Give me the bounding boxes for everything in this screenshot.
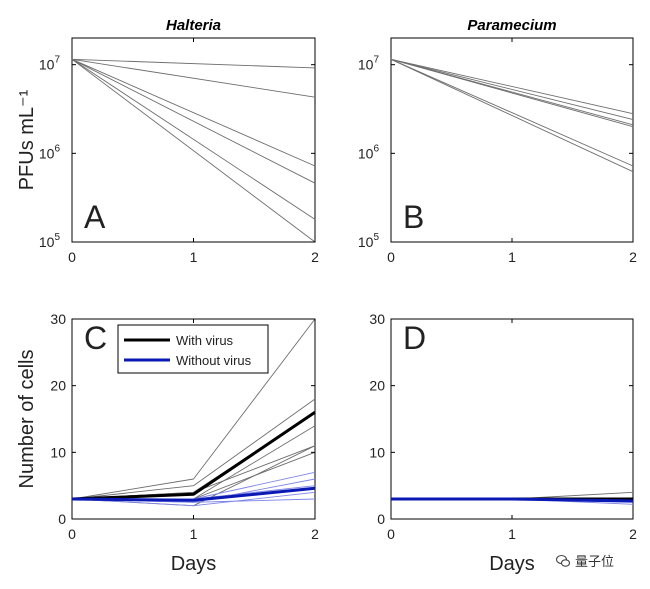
x-tick-label: 0 — [387, 526, 395, 542]
x-tick-label: 2 — [311, 526, 319, 542]
watermark-text: 量子位 — [575, 555, 615, 570]
y-axis-label: Number of cells — [16, 350, 38, 489]
series-line-pfu-3 — [71, 58, 316, 184]
panel-letter: A — [84, 199, 106, 235]
y-tick-exp: 7 — [373, 55, 379, 66]
x-axis-label: Days — [171, 553, 217, 575]
series-line-pfu-1 — [390, 58, 634, 121]
series-line-pfu-4 — [71, 58, 316, 220]
x-tick-label: 1 — [508, 249, 516, 265]
y-tick-base: 10 — [39, 145, 55, 161]
series-line-pfu-2 — [71, 58, 316, 167]
legend-label: With virus — [176, 333, 234, 348]
y-tick-label: 0 — [377, 511, 385, 527]
x-tick-label: 2 — [629, 249, 637, 265]
y-tick-exp: 7 — [54, 55, 60, 66]
y-tick-base: 10 — [39, 234, 55, 250]
y-tick-exp: 6 — [54, 143, 60, 154]
y-tick-label: 106 — [39, 143, 61, 161]
series-line-pfu-5 — [390, 58, 634, 173]
x-tick-label: 0 — [68, 249, 76, 265]
series-line-pfu-3 — [390, 58, 634, 128]
series-line-pfu-0 — [71, 58, 316, 69]
y-tick-label: 30 — [50, 311, 66, 327]
y-tick-label: 10 — [369, 444, 385, 460]
y-tick-label: 107 — [39, 55, 61, 73]
y-tick-label: 20 — [369, 378, 385, 394]
x-tick-label: 1 — [190, 249, 198, 265]
x-tick-label: 1 — [190, 526, 198, 542]
y-tick-base: 10 — [358, 145, 374, 161]
legend: With virus Without virus — [117, 324, 269, 374]
legend-label: Without virus — [176, 353, 252, 368]
panel-letter: B — [403, 199, 424, 235]
y-axis-label: PFUs mL⁻¹ — [16, 89, 38, 190]
y-tick-base: 10 — [358, 234, 374, 250]
x-tick-label: 0 — [387, 249, 395, 265]
legend-box — [117, 324, 269, 374]
y-tick-label: 106 — [358, 143, 380, 161]
y-tick-base: 10 — [39, 57, 55, 73]
axes-box — [71, 37, 316, 243]
series-line-pfu-5 — [71, 58, 316, 243]
wechat-icon — [556, 554, 570, 567]
series-line-with_virus-0 — [71, 318, 316, 500]
y-tick-label: 30 — [369, 311, 385, 327]
y-tick-label: 20 — [50, 378, 66, 394]
axes-box — [390, 318, 634, 520]
y-tick-label: 0 — [58, 511, 66, 527]
series-line-pfu-0 — [390, 58, 634, 115]
y-tick-label: 10 — [50, 444, 66, 460]
x-axis-label: Days — [489, 553, 535, 575]
panel-letter: D — [403, 320, 426, 356]
panel-letter: C — [84, 320, 107, 356]
y-tick-exp: 6 — [373, 143, 379, 154]
x-tick-label: 0 — [68, 526, 76, 542]
y-tick-base: 10 — [358, 57, 374, 73]
mean-line-without_virus-5 — [391, 497, 634, 503]
mean-line-with_virus-7 — [71, 411, 316, 501]
y-tick-label: 105 — [358, 232, 380, 250]
series-line-pfu-1 — [71, 58, 316, 98]
x-tick-label: 2 — [629, 526, 637, 542]
x-tick-label: 1 — [508, 526, 516, 542]
y-tick-label: 105 — [39, 232, 61, 250]
y-tick-label: 107 — [358, 55, 380, 73]
series-line-without_virus-11 — [71, 491, 316, 507]
panel-title: Paramecium — [467, 17, 556, 34]
y-tick-exp: 5 — [54, 232, 60, 243]
series-line-with_virus-1 — [71, 398, 316, 500]
series-line-pfu-4 — [390, 58, 634, 167]
mean-line-without_virus-13 — [71, 486, 316, 502]
panel-title: Halteria — [166, 17, 221, 34]
x-tick-label: 2 — [311, 249, 319, 265]
watermark: 量子位 — [556, 551, 614, 570]
y-tick-exp: 5 — [373, 232, 379, 243]
